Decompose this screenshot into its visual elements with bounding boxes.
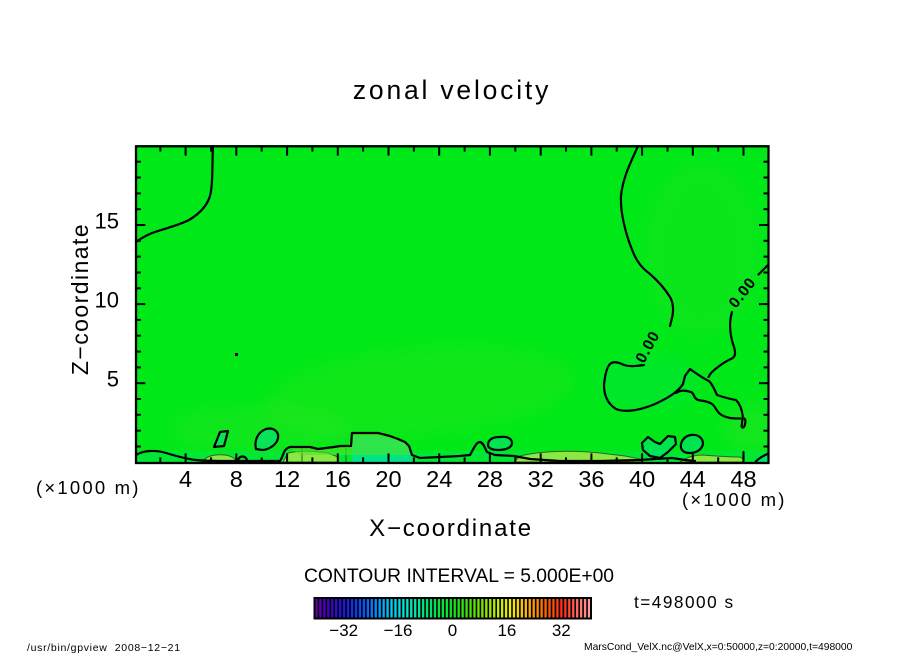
- svg-text:−32: −32: [329, 621, 358, 640]
- svg-text:zonal velocity: zonal velocity: [353, 75, 551, 105]
- svg-text:8: 8: [230, 466, 243, 492]
- svg-text:(×1000 m): (×1000 m): [682, 489, 787, 510]
- svg-text:16: 16: [497, 621, 516, 640]
- svg-text:32: 32: [552, 621, 571, 640]
- svg-text:15: 15: [95, 209, 119, 234]
- svg-text:X−coordinate: X−coordinate: [369, 515, 533, 542]
- svg-text:5: 5: [107, 367, 119, 392]
- svg-text:44: 44: [680, 466, 706, 492]
- svg-text:Z−coordinate: Z−coordinate: [67, 223, 93, 375]
- svg-text:10: 10: [95, 288, 119, 313]
- svg-text:24: 24: [426, 466, 452, 492]
- svg-text:/usr/bin/gpview 2008−12−21: /usr/bin/gpview 2008−12−21: [27, 642, 181, 654]
- svg-text:16: 16: [325, 466, 351, 492]
- svg-text:32: 32: [528, 466, 554, 492]
- svg-text:MarsCond_VelX.nc@VelX,x=0:5000: MarsCond_VelX.nc@VelX,x=0:50000,z=0:2000…: [584, 642, 853, 653]
- svg-text:20: 20: [375, 466, 401, 492]
- svg-text:36: 36: [578, 466, 604, 492]
- svg-text:0: 0: [448, 621, 457, 640]
- svg-text:−16: −16: [384, 621, 413, 640]
- svg-text:CONTOUR INTERVAL = 5.000E+00: CONTOUR INTERVAL = 5.000E+00: [304, 566, 614, 587]
- svg-text:(×1000 m): (×1000 m): [36, 477, 141, 498]
- svg-text:40: 40: [629, 466, 655, 492]
- svg-text:t=498000 s: t=498000 s: [634, 592, 735, 612]
- svg-text:28: 28: [477, 466, 503, 492]
- svg-text:48: 48: [730, 466, 756, 492]
- svg-text:4: 4: [179, 466, 192, 492]
- svg-text:12: 12: [274, 466, 300, 492]
